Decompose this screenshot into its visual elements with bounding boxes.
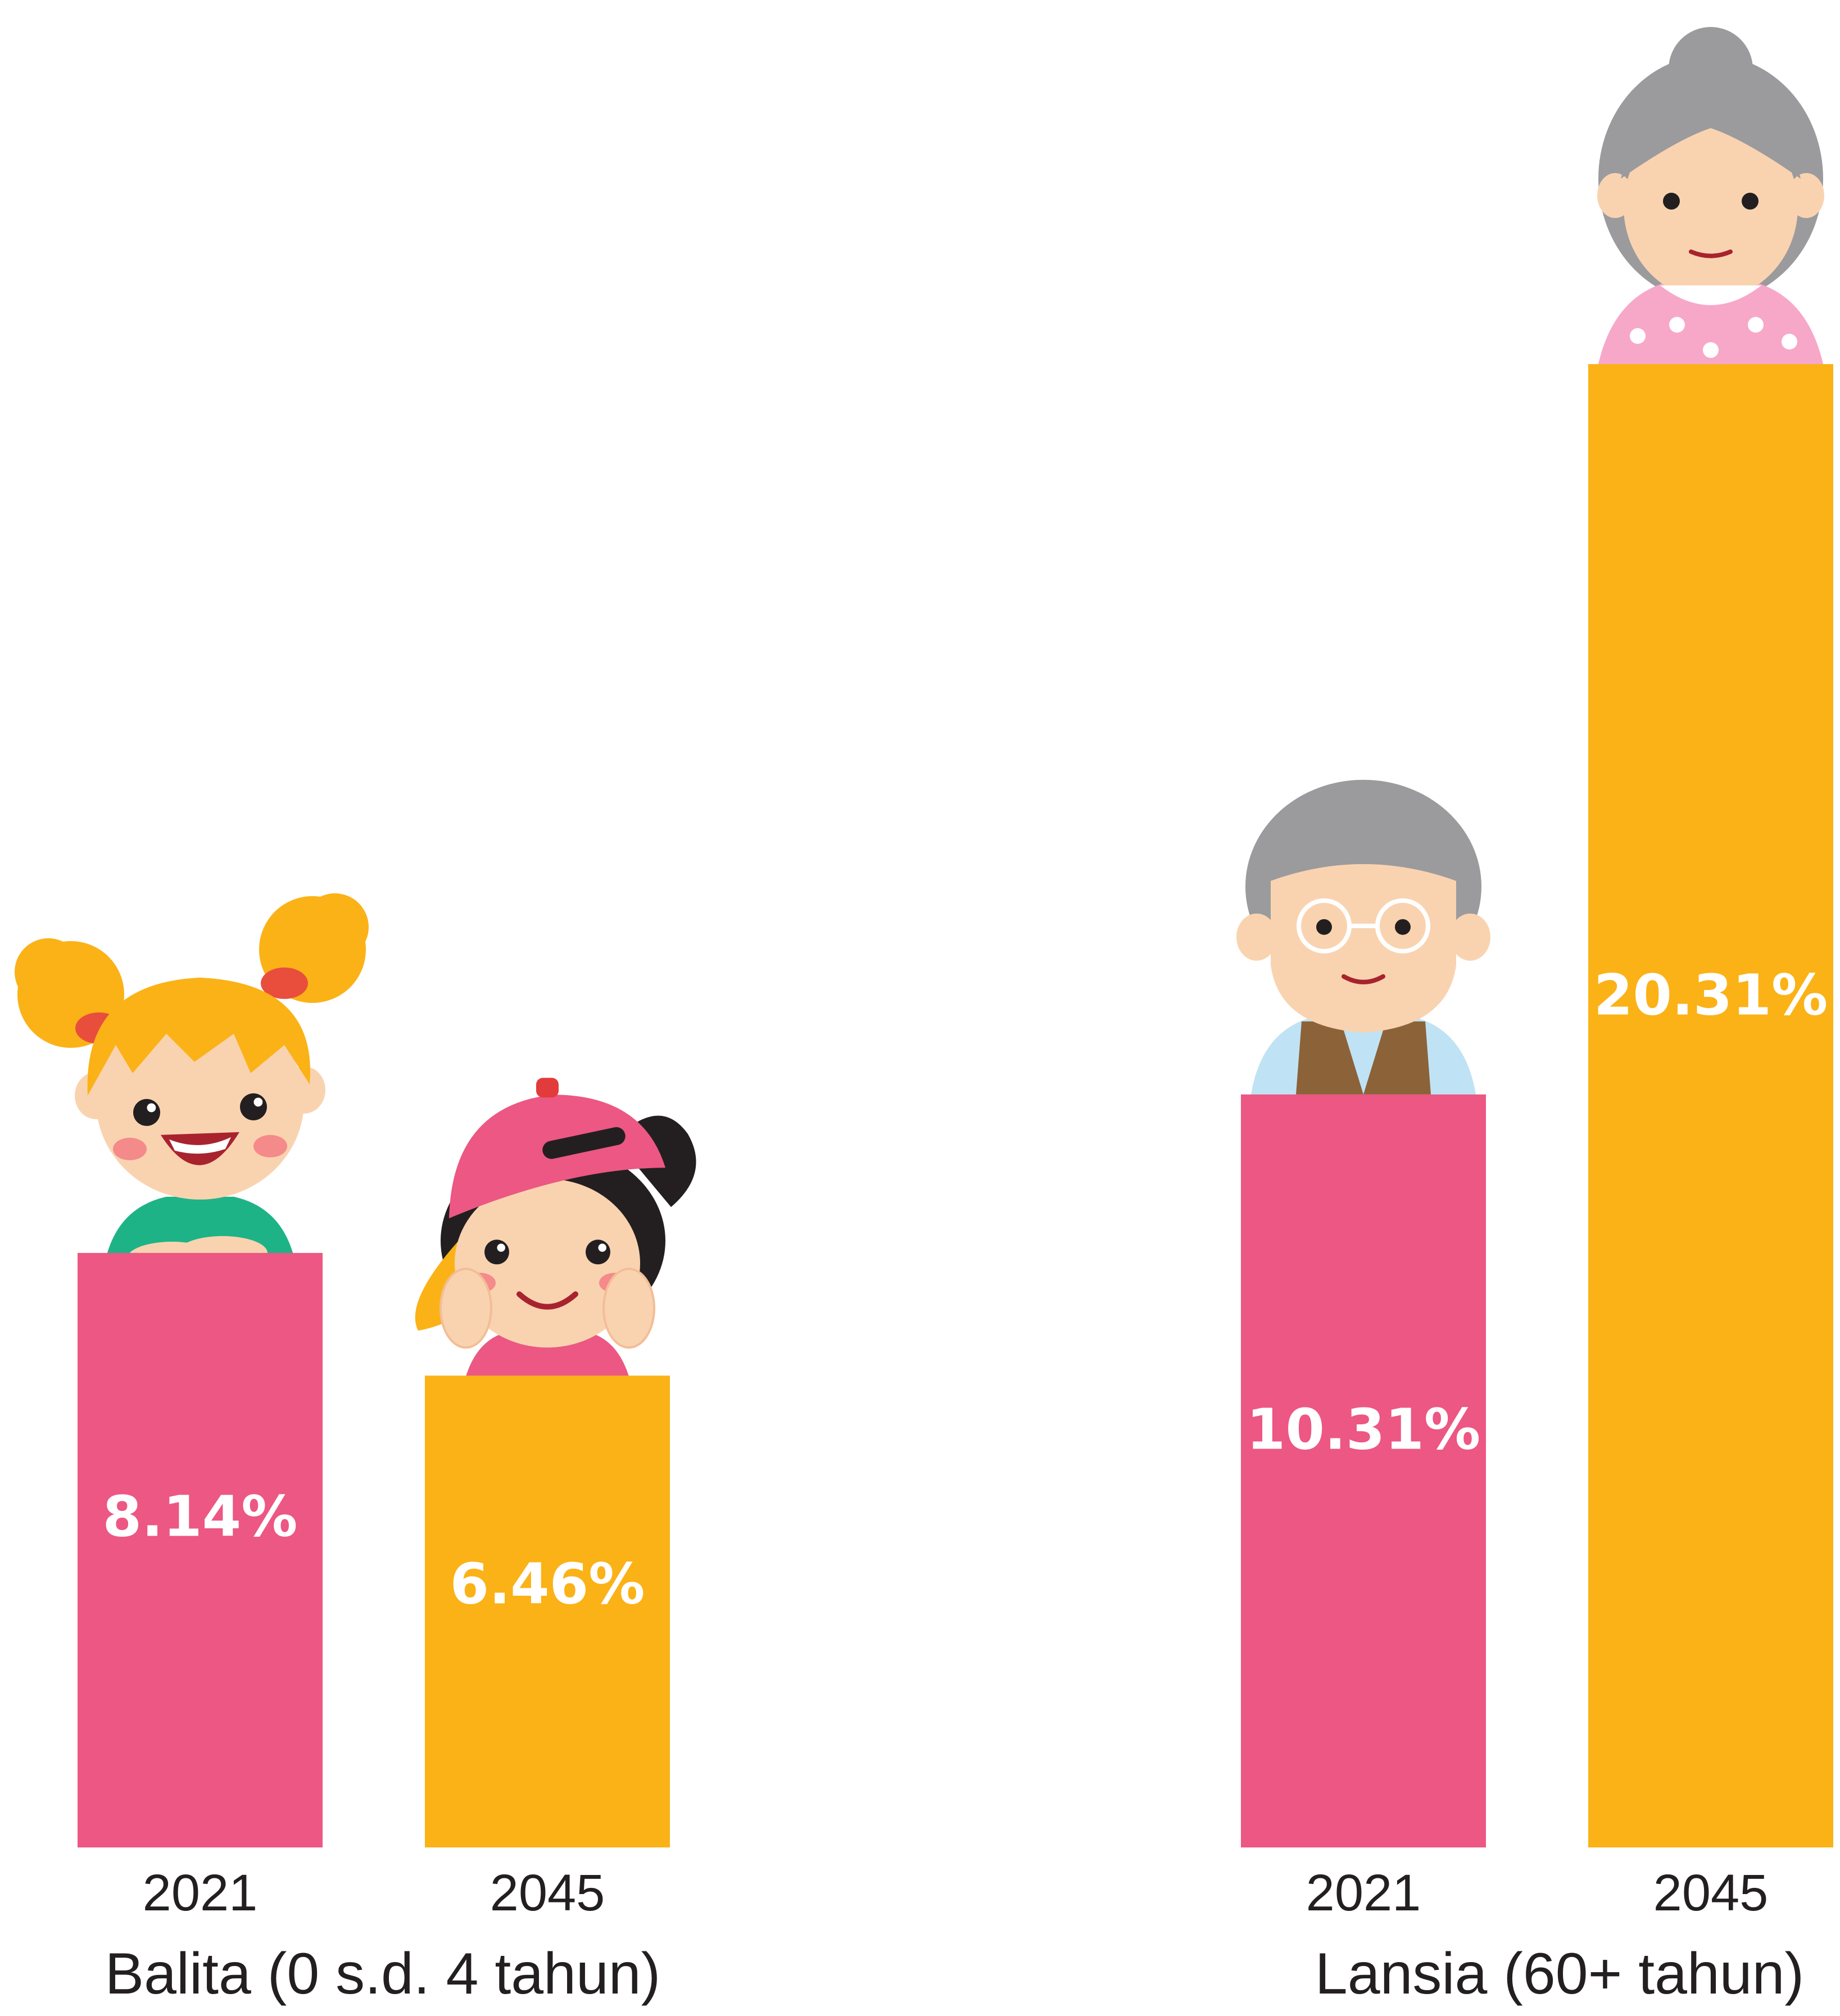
- pigtail-curl: [15, 938, 82, 1006]
- eye-highlight: [253, 1097, 263, 1107]
- bar-value-label: 20.31%: [1594, 962, 1828, 1028]
- smile: [516, 1291, 578, 1310]
- bar-value-label: 10.31%: [1247, 1396, 1481, 1462]
- x-tick-label: 2045: [1653, 1864, 1769, 1922]
- vest: [1296, 1021, 1363, 1095]
- bar-2021-group-0: [78, 1252, 323, 1847]
- face: [1624, 114, 1798, 299]
- ear: [1450, 913, 1490, 961]
- group-label: Lansia (60+ tahun): [1315, 1941, 1804, 2006]
- face: [455, 1179, 640, 1348]
- girl-illustration: [15, 893, 369, 1275]
- cap-strap: [542, 1127, 626, 1159]
- cheek: [113, 1137, 147, 1160]
- cheek: [253, 1134, 287, 1157]
- bar-2045-group-0: [425, 1375, 670, 1847]
- dress-flower: [1669, 317, 1685, 333]
- x-tick-label: 2021: [1306, 1864, 1421, 1922]
- eye: [133, 1098, 160, 1126]
- boy-with-cap-illustration: [415, 1078, 696, 1387]
- collar: [1660, 285, 1761, 305]
- hand: [602, 1268, 655, 1349]
- eye: [484, 1239, 509, 1265]
- labels-layer: 8.14% 2021 6.46% 2045 Balita (0 s.d. 4 tahun…: [103, 962, 1828, 2006]
- group-label: Balita (0 s.d. 4 tahun): [105, 1941, 661, 2006]
- dress-flower: [1630, 328, 1646, 344]
- dress: [1598, 280, 1823, 364]
- hair: [87, 977, 310, 1096]
- dress-flower: [1748, 317, 1764, 333]
- bar-2021-group-1: [1241, 1094, 1486, 1847]
- illustrations-layer: [15, 27, 1824, 1387]
- eye-highlight: [497, 1243, 505, 1252]
- grandmother-illustration: [1597, 27, 1824, 364]
- cap-button: [536, 1078, 559, 1098]
- shirt: [463, 1331, 632, 1387]
- dress-flower: [1782, 334, 1797, 349]
- hand: [439, 1268, 492, 1349]
- pigtail-curl: [301, 893, 369, 961]
- eye: [586, 1239, 610, 1265]
- hair-tie: [261, 967, 308, 999]
- smile: [1342, 974, 1385, 984]
- hair-bun: [1669, 27, 1753, 111]
- x-tick-label: 2045: [490, 1864, 605, 1922]
- ear: [1236, 913, 1277, 961]
- smile: [1689, 249, 1733, 258]
- eye: [240, 1093, 267, 1120]
- eye: [1742, 193, 1759, 210]
- eye-highlight: [598, 1243, 606, 1252]
- eye-highlight: [147, 1103, 156, 1113]
- bar-value-label: 8.14%: [103, 1483, 298, 1549]
- grandfather-illustration: [1236, 779, 1490, 1095]
- bars-layer: [78, 364, 1833, 1847]
- eye: [1663, 193, 1680, 210]
- vest: [1363, 1021, 1431, 1095]
- bar-value-label: 6.46%: [450, 1551, 645, 1617]
- hair-front: [1621, 106, 1801, 179]
- face: [1271, 864, 1456, 1033]
- x-tick-label: 2021: [143, 1864, 258, 1922]
- eye: [1316, 919, 1332, 935]
- bar-2045-group-1: [1588, 364, 1833, 1847]
- eye: [1395, 919, 1411, 935]
- dress-flower: [1703, 342, 1719, 358]
- teeth: [169, 1137, 231, 1154]
